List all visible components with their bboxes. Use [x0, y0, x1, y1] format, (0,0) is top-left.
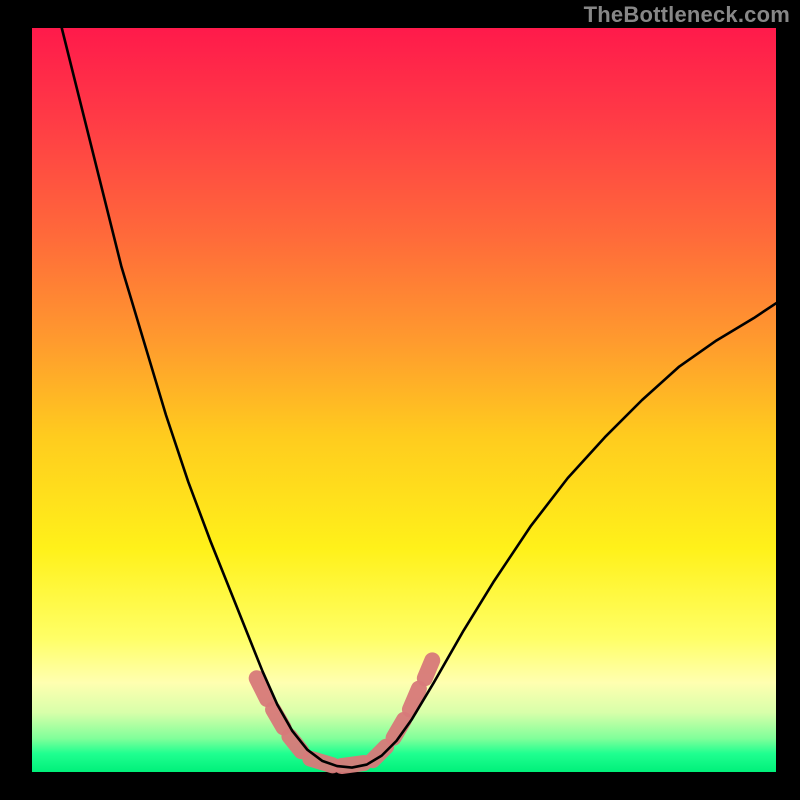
curve-layer: [32, 28, 776, 772]
highlight-segment: [410, 689, 419, 710]
highlight-segment: [257, 678, 267, 699]
plot-area: [32, 28, 776, 772]
highlight-segment: [394, 720, 404, 738]
watermark-text: TheBottleneck.com: [584, 2, 790, 28]
bottleneck-curve: [62, 28, 776, 768]
chart-stage: TheBottleneck.com: [0, 0, 800, 800]
highlight-segment: [425, 660, 432, 678]
